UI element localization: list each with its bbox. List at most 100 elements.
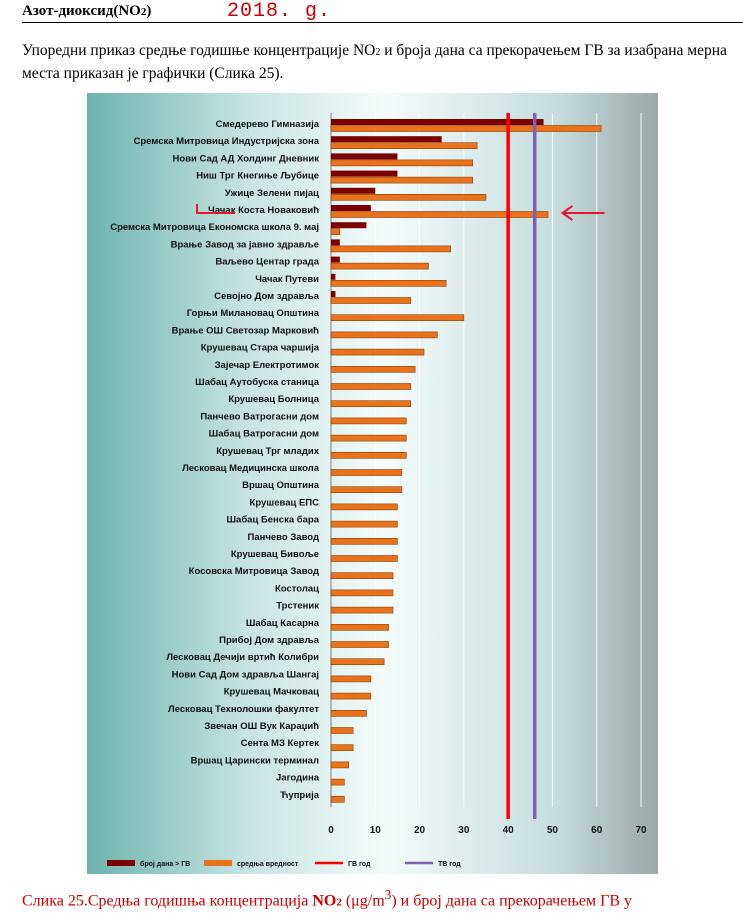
bar-days — [331, 119, 544, 125]
category-label: Косовска Митровица Завод — [189, 566, 319, 577]
legend-swatch — [204, 860, 232, 866]
bar-mean — [330, 727, 354, 734]
bar-mean — [330, 434, 407, 442]
category-label: Ниш Трг Кнегиње Љубице — [196, 171, 319, 182]
bar-mean — [330, 520, 398, 528]
no2-chart-figure: Смедерево Гимназија Сремска Митровица Инд… — [87, 93, 658, 874]
bar-mean — [330, 606, 394, 614]
bar-mean — [330, 537, 398, 545]
bar-days — [331, 273, 336, 280]
chart-background — [87, 93, 658, 874]
category-label: Шабац Ватрогасни дом — [209, 429, 319, 440]
x-tick-label: 10 — [370, 825, 382, 836]
category-label: Шабац Бенска бара — [226, 515, 319, 526]
bar-mean — [330, 486, 403, 494]
x-tick-label: 40 — [503, 825, 515, 836]
bar-mean — [330, 572, 394, 580]
bar-mean — [330, 744, 354, 752]
category-label: Ћуприја — [280, 790, 320, 801]
bar-days — [331, 170, 398, 177]
bar-days — [331, 222, 367, 229]
section-heading: Азот-диоксид(NO2) — [22, 3, 152, 19]
bar-mean — [330, 348, 425, 356]
bar-mean — [330, 675, 372, 683]
category-label: Сремска Митровица Економска школа 9. мај — [110, 222, 319, 233]
legend-label: број дана > ГВ — [140, 860, 190, 868]
highlight-arrow-head — [560, 205, 574, 221]
no2-bar-chart: Смедерево Гимназија Сремска Митровица Инд… — [87, 93, 658, 874]
bar-days — [331, 205, 371, 211]
bar-mean — [330, 709, 367, 717]
bar-mean — [330, 331, 438, 339]
x-tick-label: 50 — [547, 825, 559, 836]
chart-category-labels: Смедерево Гимназија Сремска Митровица Инд… — [110, 119, 319, 801]
category-label: Сента МЗ Кертек — [241, 738, 320, 749]
bar-mean — [330, 211, 549, 218]
year-label: 2018. g. — [227, 0, 332, 23]
bar-mean — [330, 761, 350, 769]
category-label: Шабац Аутобуска станица — [195, 377, 320, 388]
category-label: Лесковац Медицинска школа — [182, 463, 320, 474]
bar-mean — [330, 555, 398, 562]
category-label: Панчево Завод — [248, 532, 319, 543]
bar-days — [331, 136, 442, 143]
category-label: Врање ОШ Светозар Марковић — [172, 325, 320, 336]
category-label: Чачак Коста Новаковић — [208, 205, 319, 216]
bar-mean — [330, 451, 407, 459]
category-label: Крушевац Стара чаршија — [201, 343, 320, 354]
bar-days — [331, 256, 340, 263]
bar-mean — [330, 400, 412, 408]
bar-days — [331, 187, 376, 194]
category-label: Ваљево Центар града — [215, 257, 319, 268]
bar-mean — [330, 417, 407, 425]
bar-mean — [330, 142, 478, 150]
bar-mean — [330, 589, 394, 597]
category-label: Чачак Путеви — [255, 274, 319, 285]
bar-mean — [330, 314, 465, 321]
category-label: Севојно Дом здравља — [214, 291, 320, 302]
category-label: Панчево Ватрогасни дом — [200, 411, 319, 422]
bar-mean — [330, 658, 385, 666]
category-label: Ужице Зелени пијац — [225, 188, 319, 199]
category-label: Јагодина — [276, 773, 320, 784]
x-tick-label: 60 — [591, 825, 603, 836]
bar-mean — [330, 125, 602, 132]
bar-mean — [330, 692, 372, 700]
bar-mean — [330, 280, 447, 287]
legend-label: ГВ год — [348, 861, 371, 868]
bar-mean — [330, 245, 451, 253]
category-label: Вршац Царински терминал — [191, 755, 319, 766]
chart-bars — [330, 119, 602, 803]
bar-days — [331, 291, 336, 297]
bar-mean — [330, 383, 412, 390]
legend-label: средња вредност — [237, 861, 299, 868]
category-label: Смедерево Гимназија — [216, 119, 320, 130]
section-header: Азот-диоксид(NO2) 2018. g. — [22, 0, 743, 23]
category-label: Крушевац Бивоље — [231, 549, 319, 560]
category-label: Крушевац Трг младих — [216, 446, 319, 457]
highlight-underline — [196, 204, 235, 214]
bar-mean — [330, 623, 389, 631]
chart-reference-lines — [506, 113, 537, 819]
x-tick-label: 70 — [635, 825, 647, 836]
bar-days — [331, 153, 398, 160]
category-label: Лесковац Технолошки факултет — [168, 704, 319, 715]
bar-mean — [330, 469, 403, 476]
bar-mean — [330, 176, 474, 184]
category-label: Крушевац ЕПС — [250, 497, 320, 508]
bar-mean — [330, 228, 341, 235]
x-tick-label: 0 — [328, 825, 334, 836]
legend-label: ТВ год — [438, 861, 461, 868]
bar-mean — [330, 778, 345, 786]
intro-paragraph: Упоредни приказ средње годишње концентра… — [22, 42, 727, 82]
bar-mean — [330, 795, 345, 803]
bar-mean — [330, 159, 474, 167]
bar-mean — [330, 262, 429, 270]
bar-mean — [330, 641, 389, 648]
category-label: Нови Сад АД Холдинг Дневник — [172, 153, 319, 164]
category-label: Крушевац Мачковац — [224, 687, 319, 698]
category-label: Врање Завод за јавно здравље — [171, 239, 319, 250]
bar-mean — [330, 194, 487, 201]
bar-mean — [330, 503, 398, 511]
category-label: Сремска Митровица Индустријска зона — [133, 136, 319, 147]
